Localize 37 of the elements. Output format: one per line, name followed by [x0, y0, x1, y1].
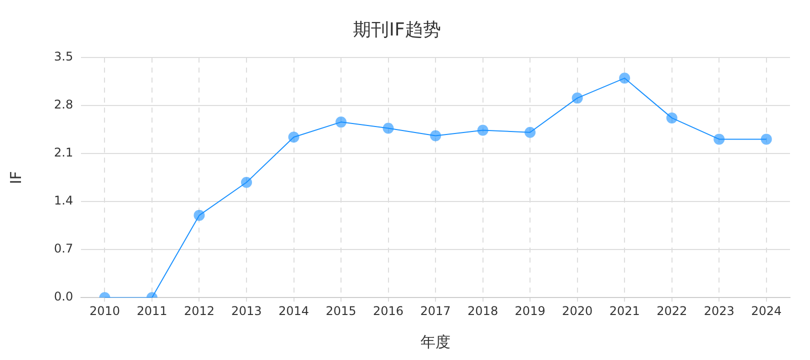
x-tick-label: 2021 — [609, 304, 640, 318]
y-tick-label: 0.7 — [54, 242, 74, 256]
x-tick-label: 2016 — [373, 304, 404, 318]
x-tick-label: 2010 — [89, 304, 120, 318]
x-tick-label: 2024 — [751, 304, 782, 318]
x-tick-label: 2018 — [468, 304, 498, 318]
y-tick-label: 1.4 — [54, 194, 74, 208]
point — [477, 124, 488, 136]
point — [524, 126, 536, 138]
x-tick-label: 2012 — [184, 304, 215, 318]
x-tick-label: 2013 — [231, 304, 262, 318]
y-tick-label: 2.1 — [54, 146, 74, 160]
chart-title: 期刊IF趋势 — [353, 19, 441, 40]
x-tick-label: 2017 — [420, 304, 451, 318]
y-tick-label: 3.5 — [54, 50, 74, 64]
point — [714, 134, 725, 145]
x-axis-title: 年度 — [420, 332, 451, 351]
point — [666, 112, 678, 124]
point — [241, 176, 252, 188]
x-tick-label: 2014 — [278, 304, 310, 318]
point — [572, 92, 583, 104]
point — [430, 130, 442, 142]
point — [288, 132, 300, 143]
point — [619, 72, 630, 84]
y-tick-label: 0.0 — [54, 290, 74, 304]
point — [194, 210, 205, 221]
x-tick-label: 2020 — [562, 304, 593, 318]
x-tick-label: 2023 — [704, 304, 734, 318]
y-axis-title: IF — [6, 171, 25, 184]
point — [336, 116, 347, 128]
x-tick-label: 2022 — [656, 304, 688, 318]
y-tick-label: 2.8 — [54, 98, 74, 112]
x-tick-label: 2019 — [514, 304, 546, 318]
x-tick-label: 2011 — [136, 304, 168, 318]
x-tick-label: 2015 — [326, 304, 356, 318]
point — [760, 134, 772, 145]
point — [382, 122, 394, 134]
